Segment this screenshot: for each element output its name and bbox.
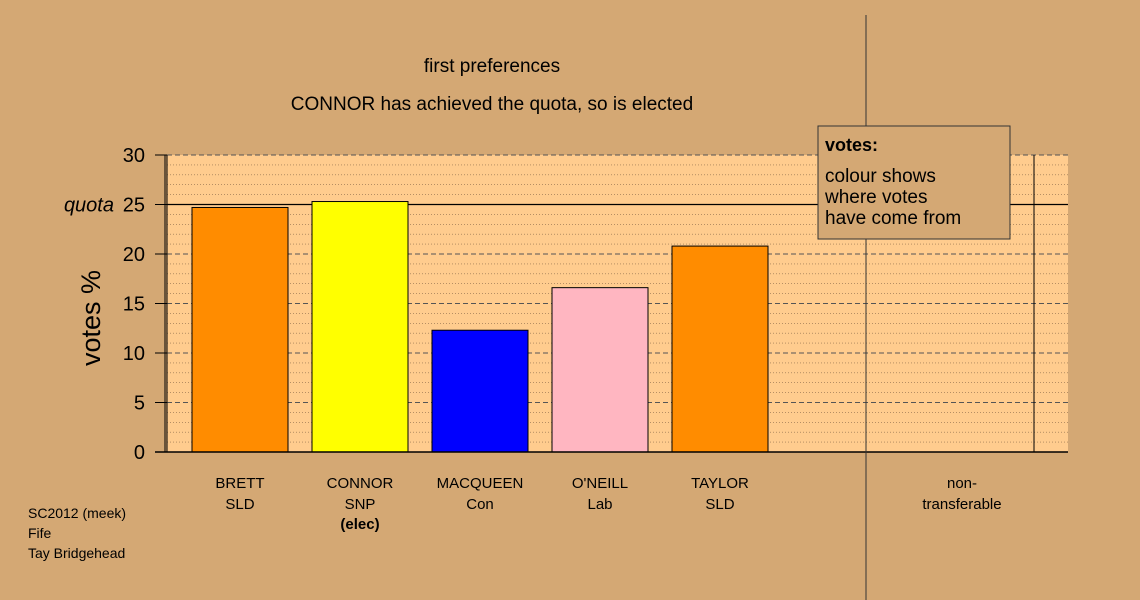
legend: votes: colour shows where votes have com… [817,125,1011,240]
y-tick-label: 10 [123,343,145,365]
legend-line: colour shows [825,166,936,187]
x-label-name: BRETT [215,475,264,492]
x-label-party: SLD [225,496,254,513]
legend-box [817,125,1011,240]
x-label-party: Con [466,496,494,513]
x-label-name: MACQUEEN [437,475,524,492]
y-tick-label: 30 [123,145,145,167]
x-label-party: Lab [587,496,612,513]
x-label-name: TAYLOR [691,475,749,492]
legend-title: votes: [825,135,878,155]
y-tick-label: 5 [134,393,145,415]
x-label-party: SLD [705,496,734,513]
bar-macqueen [431,329,529,453]
bars [191,201,769,453]
y-tick-label: 25 [123,195,145,217]
footer-line: Fife [28,525,52,541]
x-labels: BRETT SLD CONNOR SNP (elec) MACQUEEN Con O'NEIL… [215,475,749,533]
x-label-note: (elec) [340,516,379,533]
chart-title: first preferences [424,56,560,77]
x-label-name: CONNOR [327,475,394,492]
chart-subtitle: CONNOR has achieved the quota, so is ele… [291,94,693,115]
y-tick-label: 15 [123,294,145,316]
y-axis-label: votes % [76,270,106,366]
y-tick-label: 20 [123,244,145,266]
bar-connor [311,201,409,453]
x-label-name: O'NEILL [572,475,628,492]
x-label-party: SNP [345,496,376,513]
footer-line: SC2012 (meek) [28,505,126,521]
bar-brett [191,206,289,453]
nontransferable-label-line1: non- [947,475,977,492]
quota-label: quota [64,195,114,217]
legend-line: where votes [824,187,927,208]
y-tick-label: 0 [134,442,145,464]
legend-line: have come from [825,208,961,229]
nontransferable-label-line2: transferable [922,496,1001,513]
y-ticks: 0 5 10 15 20 25 30 [123,145,167,464]
footer-line: Tay Bridgehead [28,545,125,561]
bar-oneill [551,287,649,453]
bar-taylor [671,245,769,453]
